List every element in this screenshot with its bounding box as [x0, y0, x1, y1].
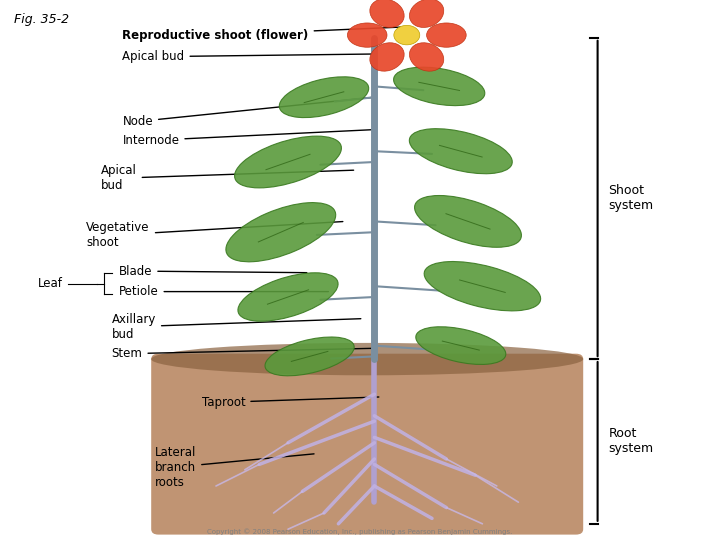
Text: Petiole: Petiole: [119, 285, 328, 298]
Text: Blade: Blade: [119, 265, 307, 278]
FancyBboxPatch shape: [151, 354, 583, 535]
Text: Lateral
branch
roots: Lateral branch roots: [155, 446, 314, 489]
Text: Apical
bud: Apical bud: [101, 164, 354, 192]
Text: Fig. 35-2: Fig. 35-2: [14, 14, 70, 26]
Text: Copyright © 2008 Pearson Education, Inc., publishing as Pearson Benjamin Cumming: Copyright © 2008 Pearson Education, Inc.…: [207, 528, 513, 535]
Ellipse shape: [370, 43, 404, 71]
Ellipse shape: [235, 136, 341, 188]
Ellipse shape: [427, 23, 467, 47]
Ellipse shape: [238, 273, 338, 321]
Text: Vegetative
shoot: Vegetative shoot: [86, 221, 343, 249]
Text: Stem: Stem: [112, 347, 372, 360]
Text: Apical bud: Apical bud: [122, 50, 372, 63]
Circle shape: [394, 25, 420, 45]
Ellipse shape: [410, 43, 444, 71]
Ellipse shape: [410, 0, 444, 28]
Text: Internode: Internode: [122, 130, 372, 147]
Ellipse shape: [347, 23, 387, 47]
Ellipse shape: [370, 0, 404, 28]
Text: Shoot
system: Shoot system: [608, 185, 654, 212]
Ellipse shape: [415, 195, 521, 247]
Ellipse shape: [424, 261, 541, 311]
Text: Root
system: Root system: [608, 428, 654, 455]
Ellipse shape: [415, 327, 506, 364]
Text: Node: Node: [122, 98, 372, 128]
Ellipse shape: [279, 77, 369, 118]
Ellipse shape: [394, 67, 485, 106]
Text: Taproot: Taproot: [202, 396, 379, 409]
Ellipse shape: [151, 343, 583, 375]
Ellipse shape: [410, 129, 512, 174]
Text: Leaf: Leaf: [38, 277, 63, 290]
Text: Axillary
bud: Axillary bud: [112, 313, 361, 341]
Ellipse shape: [226, 202, 336, 262]
Text: Reproductive shoot (flower): Reproductive shoot (flower): [122, 27, 400, 42]
Ellipse shape: [265, 337, 354, 376]
